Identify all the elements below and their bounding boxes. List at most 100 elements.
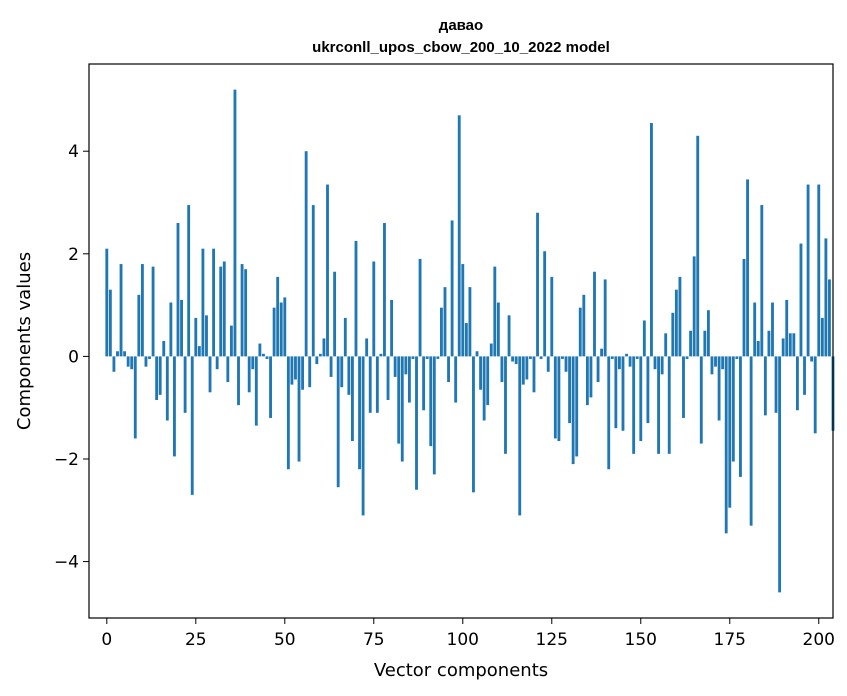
bar [308,356,312,388]
bar [721,356,725,370]
x-tick-label: 200 [803,630,835,650]
bar [582,294,586,357]
bar [311,205,315,357]
bar [799,243,803,357]
bar [468,287,472,357]
bar [735,356,739,359]
bar [650,122,653,357]
bar [361,356,365,516]
bar [130,356,134,370]
bar [685,356,689,359]
bar [454,356,458,403]
chart-title: давао [439,17,483,34]
bar [116,351,119,357]
bar [304,151,308,357]
y-tick-label: 0 [68,347,79,367]
x-tick-label: 75 [363,630,385,650]
bar [806,184,810,357]
bar [358,356,361,470]
bar [817,184,821,357]
bar [354,240,358,357]
bar [383,223,386,357]
bar [714,356,717,367]
bar [165,356,169,421]
x-tick-label: 175 [714,630,746,650]
bar [169,302,173,357]
bar [813,356,817,434]
bar [144,356,148,367]
bar [108,289,112,357]
x-tick-label: 50 [274,630,296,650]
bar [621,356,625,431]
bar [183,356,187,413]
bar [625,353,628,357]
bar [262,353,265,357]
bar [397,356,401,444]
bar [504,356,507,454]
bar [404,356,408,375]
bar [286,356,290,470]
bar [440,307,443,357]
bar [603,279,607,357]
bar [229,325,233,357]
bar [290,356,294,385]
bar [557,356,561,442]
bar [479,356,483,390]
y-axis-label: Components values [14,252,35,430]
bar [639,356,643,442]
bar [778,356,782,593]
bar [450,220,454,357]
chart-subtitle: ukrconll_upos_cbow_200_10_2022 model [312,39,610,56]
bar [788,333,792,357]
bar [340,356,344,388]
bar [710,356,714,375]
y-tick-label: −4 [54,553,79,573]
bar [347,356,351,395]
bar [194,317,198,357]
bar [400,356,404,462]
bar [596,356,600,383]
bar [205,315,208,357]
bar [418,258,422,357]
bar [521,356,525,385]
bar [219,266,223,357]
bar [294,356,297,380]
bar [635,356,639,359]
bar [112,356,116,372]
bar [475,351,479,357]
bar [664,333,668,357]
bar [646,356,650,424]
x-tick-label: 25 [185,630,207,650]
y-tick-label: 2 [68,245,79,265]
bar [407,356,411,403]
bar [208,356,212,393]
y-tick-label: −2 [54,450,79,470]
x-tick-label: 125 [536,630,568,650]
bar [162,341,166,357]
bar [126,356,130,367]
bar [457,115,461,357]
bar [657,356,660,454]
bar [429,356,433,447]
bar [564,356,568,372]
bar [365,338,369,357]
bar [607,356,611,470]
bar [244,269,248,357]
x-axis-ticks: 0 25 50 75 100 125 150 175 200 [101,618,835,650]
bar [482,356,486,421]
bar [795,356,799,411]
bar [525,356,529,380]
bar [251,356,255,370]
bar [176,223,180,357]
bar [233,89,237,357]
bar [771,302,774,357]
bar [543,251,547,357]
bar [571,356,575,465]
bar [240,264,244,357]
bar [671,312,675,357]
bar [187,205,191,357]
bar [254,356,258,426]
bar [390,299,394,357]
bar [696,135,700,357]
bar [739,356,742,477]
